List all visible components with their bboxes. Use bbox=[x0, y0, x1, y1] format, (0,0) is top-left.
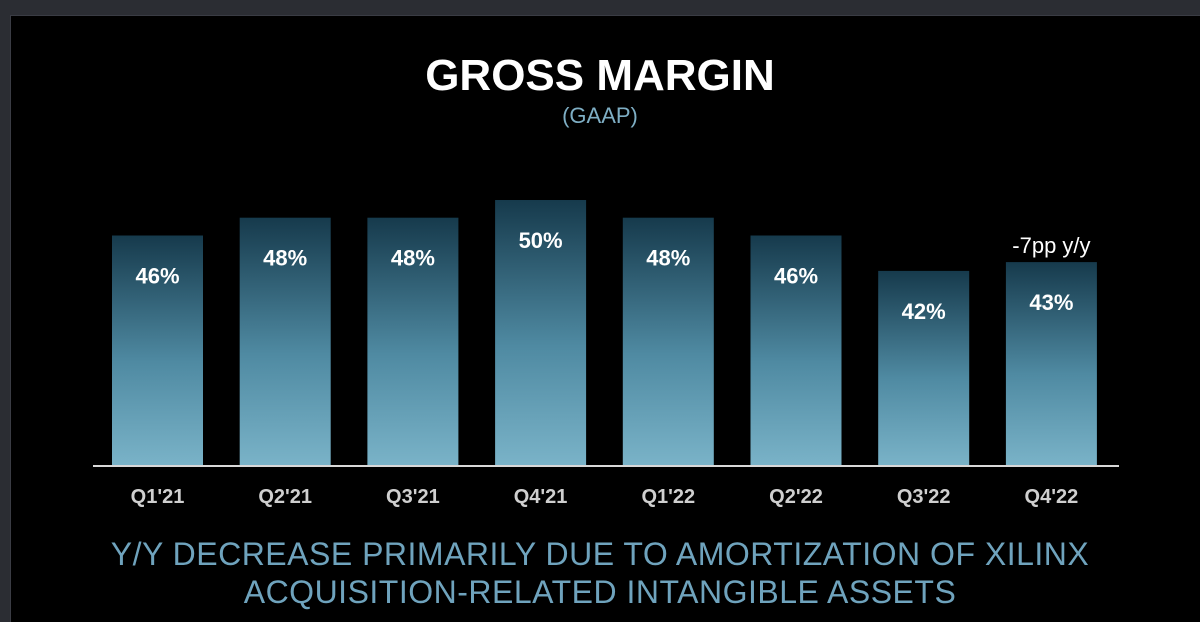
footer-line-2: ACQUISITION-RELATED INTANGIBLE ASSETS bbox=[243, 574, 957, 610]
tick-labels-group: Q1'21 Q2'21 Q3'21 Q4'21 Q1'22 Q2'22 Q3'22 Q4'22 bbox=[131, 486, 1079, 508]
value-label-q2-21: 48% bbox=[263, 246, 307, 271]
bar-q2-22 bbox=[750, 235, 842, 466]
value-label-q4-22: 43% bbox=[1029, 290, 1073, 315]
value-label-q1-21: 46% bbox=[135, 264, 179, 289]
bar-q2-21 bbox=[239, 217, 331, 466]
tick-label-q2-21: Q2'21 bbox=[258, 486, 312, 508]
tick-label-q3-21: Q3'21 bbox=[386, 486, 440, 508]
tick-label-q2-22: Q2'22 bbox=[769, 486, 823, 508]
bar-q4-22 bbox=[1005, 262, 1097, 466]
value-label-q2-22: 46% bbox=[774, 264, 818, 289]
bar-q3-21 bbox=[367, 217, 459, 466]
bar-q1-22 bbox=[622, 217, 714, 466]
tick-label-q4-21: Q4'21 bbox=[514, 486, 568, 508]
bar-q4-21 bbox=[495, 200, 587, 466]
bars-group bbox=[112, 200, 1097, 466]
tick-label-q1-22: Q1'22 bbox=[641, 486, 695, 508]
annotation-q4-22: -7pp y/y bbox=[1012, 233, 1090, 258]
chart-title: GROSS MARGIN bbox=[425, 51, 775, 100]
value-label-q3-22: 42% bbox=[902, 299, 946, 324]
footer-note: Y/Y DECREASE PRIMARILY DUE TO AMORTIZATI… bbox=[0, 535, 1200, 611]
tick-label-q4-22: Q4'22 bbox=[1025, 486, 1079, 508]
annotations-group: -7pp y/y bbox=[1012, 233, 1090, 258]
chart-subtitle: (GAAP) bbox=[562, 103, 638, 128]
slide bbox=[10, 15, 1200, 622]
bar-q3-22 bbox=[878, 270, 970, 466]
footer-line-1: Y/Y DECREASE PRIMARILY DUE TO AMORTIZATI… bbox=[110, 536, 1090, 572]
value-label-q3-21: 48% bbox=[391, 246, 435, 271]
value-label-q4-21: 50% bbox=[519, 228, 563, 253]
bar-q1-21 bbox=[112, 235, 203, 466]
value-labels-group: 46% 48% 48% 50% 48% 46% 42% 43% bbox=[135, 228, 1073, 324]
tick-label-q1-21: Q1'21 bbox=[131, 486, 185, 508]
value-label-q1-22: 48% bbox=[646, 246, 690, 271]
tick-label-q3-22: Q3'22 bbox=[897, 486, 951, 508]
